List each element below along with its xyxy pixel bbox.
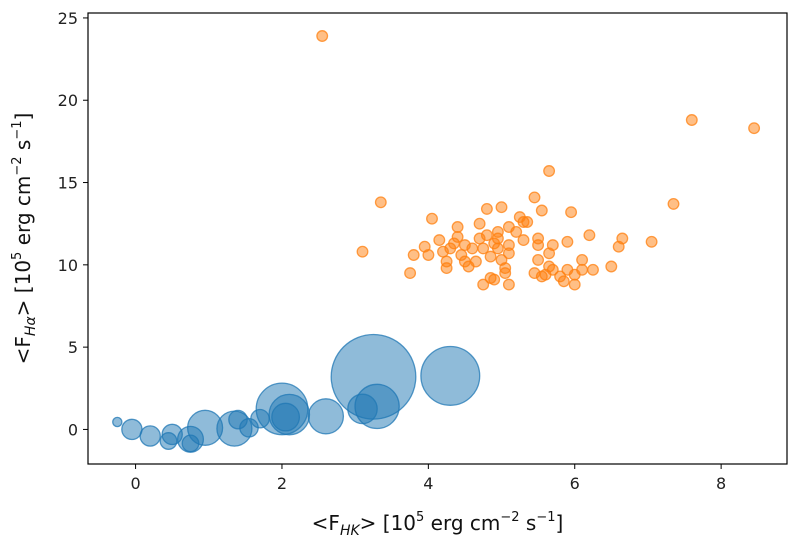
y-tick-label: 5 (68, 338, 78, 357)
orange-point-1 (356, 245, 369, 258)
x-tick-label: 6 (570, 474, 580, 493)
series-blue (112, 333, 481, 453)
y-axis-ticks: 0 5 10 15 20 25 (58, 9, 88, 439)
orange-point-35 (495, 201, 508, 214)
orange-point-65 (565, 206, 578, 219)
orange-point-67 (568, 278, 581, 291)
y-tick-label: 10 (58, 256, 78, 275)
orange-point-63 (561, 235, 574, 248)
orange-point-21 (469, 255, 482, 268)
orange-point-33 (491, 232, 504, 245)
orange-point-3 (404, 267, 417, 280)
orange-point-25 (477, 278, 490, 291)
x-tick-label: 4 (423, 474, 433, 493)
orange-point-76 (667, 197, 680, 210)
orange-point-7 (426, 212, 438, 225)
orange-point-22 (473, 217, 486, 230)
orange-point-60 (546, 263, 559, 276)
orange-point-6 (422, 249, 435, 261)
orange-point-14 (451, 221, 464, 233)
orange-point-4 (407, 249, 420, 261)
orange-point-75 (645, 235, 658, 248)
plot-frame (87, 12, 788, 465)
orange-point-11 (440, 262, 453, 275)
x-axis-label: <FHK> [105 erg cm−2 s−1] (312, 510, 564, 539)
orange-point-46 (517, 234, 530, 247)
y-tick-label: 0 (68, 420, 78, 439)
blue-point-19 (420, 345, 481, 406)
blue-point-1 (121, 418, 143, 441)
orange-point-62 (557, 275, 570, 288)
orange-point-78 (748, 122, 761, 135)
blue-point-0 (112, 416, 123, 428)
y-tick-label: 15 (58, 174, 78, 193)
plot-points (112, 30, 761, 453)
orange-point-41 (502, 247, 515, 260)
orange-point-52 (532, 253, 545, 266)
orange-point-70 (583, 229, 596, 242)
x-tick-label: 0 (130, 474, 140, 493)
orange-point-31 (488, 273, 501, 286)
x-tick-label: 2 (277, 474, 287, 493)
orange-point-56 (543, 165, 556, 177)
y-tick-label: 20 (58, 91, 78, 110)
x-tick-label: 8 (716, 474, 726, 493)
orange-point-20 (466, 242, 479, 255)
orange-point-71 (587, 263, 599, 276)
series-orange (316, 30, 761, 291)
orange-point-72 (605, 260, 618, 273)
orange-point-47 (521, 216, 534, 228)
x-axis-ticks: 0 2 4 6 8 (130, 464, 726, 493)
blue-point-2 (139, 425, 161, 447)
orange-point-28 (484, 250, 497, 263)
orange-point-42 (502, 278, 515, 291)
orange-point-74 (616, 232, 629, 245)
orange-point-26 (480, 202, 493, 215)
blue-point-15 (307, 398, 345, 435)
orange-point-59 (546, 239, 559, 252)
orange-point-2 (374, 196, 387, 209)
orange-point-15 (451, 230, 464, 243)
orange-point-69 (576, 263, 589, 276)
orange-point-0 (316, 30, 329, 42)
orange-point-77 (685, 114, 698, 126)
blue-point-14 (268, 393, 311, 436)
y-axis-label: <FHα> [105 erg cm−2 s−1] (10, 113, 39, 365)
orange-point-68 (576, 253, 589, 266)
orange-point-34 (491, 242, 504, 255)
orange-point-48 (528, 191, 541, 204)
orange-point-38 (499, 267, 512, 280)
orange-point-24 (477, 242, 490, 255)
orange-point-53 (535, 204, 548, 217)
orange-point-8 (433, 234, 446, 247)
orange-point-27 (480, 229, 493, 242)
blue-point-18 (354, 383, 400, 430)
y-tick-label: 25 (58, 9, 78, 28)
orange-point-51 (532, 239, 545, 252)
orange-point-43 (510, 225, 523, 238)
